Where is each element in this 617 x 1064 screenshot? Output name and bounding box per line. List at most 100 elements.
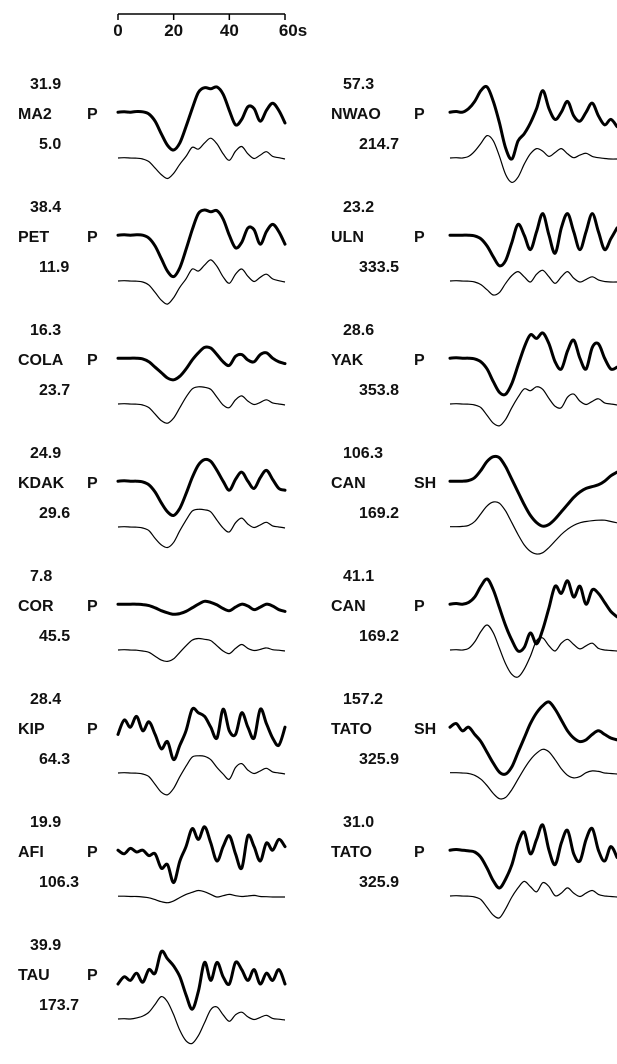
synthetic-waveform	[449, 269, 617, 296]
phase-label: P	[87, 598, 98, 615]
azimuth-label: 29.6	[39, 505, 70, 522]
azimuth-label: 169.2	[359, 505, 399, 522]
station-trace-ma2-p: 31.9 MA2 P 5.0	[18, 76, 287, 180]
station-name-label: COLA	[18, 352, 64, 369]
station-trace-cor-p: 7.8 COR P 45.5	[18, 568, 287, 663]
time-scale-tick-label: 0	[113, 21, 122, 40]
station-name-label: NWAO	[331, 106, 381, 123]
azimuth-label: 173.7	[39, 997, 79, 1014]
observed-waveform	[448, 331, 617, 397]
station-name-label: KDAK	[18, 475, 65, 492]
azimuth-label: 106.3	[39, 874, 79, 891]
station-name-label: AFI	[18, 844, 44, 861]
phase-label: P	[414, 352, 425, 369]
observed-waveform	[448, 454, 617, 528]
station-name-label: CAN	[331, 475, 366, 492]
amplitude-label: 106.3	[343, 445, 383, 462]
synthetic-waveform	[449, 386, 617, 427]
azimuth-label: 325.9	[359, 751, 399, 768]
station-name-label: KIP	[18, 721, 45, 738]
phase-label: P	[414, 844, 425, 861]
synthetic-waveform	[449, 880, 617, 919]
observed-waveform	[116, 599, 287, 616]
station-trace-kip-p: 28.4 KIP P 64.3	[18, 691, 287, 796]
azimuth-label: 5.0	[39, 136, 61, 153]
amplitude-label: 57.3	[343, 76, 374, 93]
synthetic-waveform	[117, 889, 285, 904]
amplitude-label: 38.4	[30, 199, 61, 216]
synthetic-waveform	[117, 755, 286, 796]
station-trace-cola-p: 16.3 COLA P 23.7	[18, 322, 287, 424]
observed-waveform	[116, 706, 287, 762]
observed-waveform	[448, 84, 617, 161]
amplitude-label: 39.9	[30, 937, 61, 954]
phase-label: P	[87, 475, 98, 492]
phase-label: P	[414, 229, 425, 246]
station-trace-yak-p: 28.6 YAK P 353.8	[331, 322, 617, 427]
azimuth-label: 45.5	[39, 628, 70, 645]
station-name-label: PET	[18, 229, 49, 246]
observed-waveform	[116, 85, 287, 152]
station-trace-can-sh: 106.3 CAN SH 169.2	[331, 445, 617, 555]
observed-waveform	[448, 700, 617, 776]
amplitude-label: 23.2	[343, 199, 374, 216]
station-trace-uln-p: 23.2 ULN P 333.5	[331, 199, 617, 296]
observed-waveform	[116, 949, 287, 1011]
observed-waveform	[448, 823, 617, 890]
station-trace-nwao-p: 57.3 NWAO P 214.7	[331, 76, 617, 184]
synthetic-waveform	[449, 624, 617, 678]
station-name-label: TATO	[331, 844, 372, 861]
phase-label: P	[414, 598, 425, 615]
phase-label: P	[87, 106, 98, 123]
phase-label: SH	[414, 721, 436, 738]
station-trace-tato-p: 31.0 TATO P 325.9	[331, 814, 617, 919]
observed-waveform	[116, 345, 287, 382]
amplitude-label: 7.8	[30, 568, 52, 585]
synthetic-waveform	[117, 637, 286, 663]
observed-waveform	[116, 825, 287, 885]
synthetic-waveform	[117, 137, 286, 180]
azimuth-label: 64.3	[39, 751, 70, 768]
observed-waveform	[116, 208, 287, 279]
time-scale-tick-label: 20	[164, 21, 183, 40]
station-name-label: CAN	[331, 598, 366, 615]
synthetic-waveform	[117, 386, 286, 424]
phase-label: P	[87, 967, 98, 984]
station-trace-pet-p: 38.4 PET P 11.9	[18, 199, 287, 305]
synthetic-waveform	[449, 134, 617, 184]
phase-label: P	[87, 352, 98, 369]
phase-label: P	[87, 721, 98, 738]
azimuth-label: 353.8	[359, 382, 399, 399]
amplitude-label: 157.2	[343, 691, 383, 708]
synthetic-waveform	[117, 995, 286, 1045]
station-name-label: TATO	[331, 721, 372, 738]
amplitude-label: 31.0	[343, 814, 374, 831]
observed-waveform	[448, 212, 617, 268]
station-name-label: YAK	[331, 352, 364, 369]
amplitude-label: 41.1	[343, 568, 374, 585]
synthetic-waveform	[450, 501, 617, 555]
station-trace-kdak-p: 24.9 KDAK P 29.6	[18, 445, 287, 549]
waveform-column-right: 57.3 NWAO P 214.7 23.2 ULN P 333.5 28.6 YAK P 353.8…	[331, 76, 617, 919]
observed-waveform	[116, 457, 287, 517]
station-trace-can-p: 41.1 CAN P 169.2	[331, 568, 617, 678]
time-scale-bar: 0 20 40 60s	[113, 13, 307, 40]
phase-label: SH	[414, 475, 436, 492]
phase-label: P	[87, 229, 98, 246]
azimuth-label: 169.2	[359, 628, 399, 645]
station-name-label: MA2	[18, 106, 52, 123]
station-name-label: ULN	[331, 229, 364, 246]
azimuth-label: 23.7	[39, 382, 70, 399]
amplitude-label: 16.3	[30, 322, 61, 339]
synthetic-waveform	[450, 748, 617, 800]
observed-waveform	[448, 577, 617, 653]
azimuth-label: 333.5	[359, 259, 399, 276]
station-trace-tau-p: 39.9 TAU P 173.7	[18, 937, 287, 1045]
azimuth-label: 214.7	[359, 136, 399, 153]
phase-label: P	[414, 106, 425, 123]
amplitude-label: 19.9	[30, 814, 61, 831]
amplitude-label: 24.9	[30, 445, 61, 462]
station-trace-afi-p: 19.9 AFI P 106.3	[18, 814, 287, 904]
synthetic-waveform	[117, 259, 286, 305]
